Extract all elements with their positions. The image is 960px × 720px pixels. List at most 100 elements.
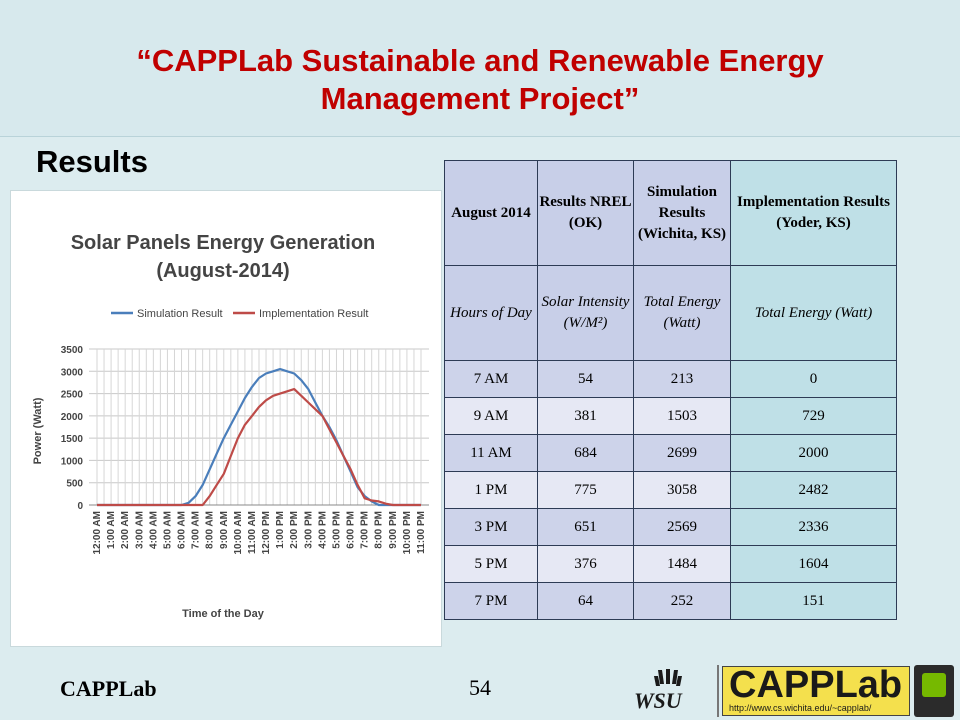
table-row: 7 PM 64 252 151 [444,582,897,620]
y-tick-label: 500 [66,479,83,490]
x-tick-label: 9:00 PM [388,511,399,549]
x-axis-label: Time of the Day [182,608,265,620]
table-cell: 3 PM [444,508,538,546]
x-tick-label: 10:00 PM [402,511,413,554]
table-cell: 729 [730,397,897,435]
table-cell: 11 AM [444,434,538,472]
header-cell: Simulation Results (Wichita, KS) [633,160,731,266]
table-cell: 2569 [633,508,731,546]
header-cell: Implementation Results (Yoder, KS) [730,160,897,266]
table-cell: 651 [537,508,634,546]
chart-gridlines [89,348,429,506]
y-tick-label: 1000 [61,456,84,467]
header-cell: August 2014 [444,160,538,266]
header-band [0,0,960,136]
table-cell: 775 [537,471,634,509]
x-tick-label: 1:00 PM [275,511,286,549]
table-cell: 376 [537,545,634,583]
x-tick-label: 3:00 AM [134,511,145,549]
table-cell: 3058 [633,471,731,509]
subheader-cell: Total Energy (Watt) [633,265,731,361]
x-tick-label: 2:00 PM [289,511,300,549]
table-cell: 54 [537,360,634,398]
table-row: 11 AM 684 2699 2000 [444,434,897,472]
table-row: 3 PM 651 2569 2336 [444,508,897,546]
table-cell: 2336 [730,508,897,546]
capplab-logo: CAPPLab http://www.cs.wichita.edu/~cappl… [722,664,910,716]
subheader-cell: Hours of Day [444,265,538,361]
x-tick-label: 3:00 PM [303,511,314,549]
y-tick-label: 3500 [61,345,84,356]
header-cell: Results NREL (OK) [537,160,634,266]
table-cell: 213 [633,360,731,398]
y-tick-label: 3000 [61,367,84,378]
chart-title: Solar Panels Energy Generation [71,232,376,254]
table-header-row: August 2014 Results NREL (OK) Simulation… [444,160,897,266]
results-table: August 2014 Results NREL (OK) Simulation… [444,160,897,620]
table-cell: 1604 [730,545,897,583]
chart-series [97,368,421,507]
page-number: 54 [469,675,491,700]
table-cell: 2482 [730,471,897,509]
table-subheader-row: Hours of Day Solar Intensity (W/M²) Tota… [444,265,897,361]
x-tick-label: 1:00 AM [106,511,117,549]
x-tick-label: 8:00 PM [374,511,385,549]
x-tick-label: 7:00 AM [191,511,202,549]
line-chart: Solar Panels Energy Generation (August-2… [32,232,429,620]
y-tick-label: 0 [77,501,83,512]
x-tick-label: 6:00 AM [177,511,188,549]
chart-panel: Solar Panels Energy Generation (August-2… [10,190,442,647]
x-tick-label: 7:00 PM [360,511,371,549]
nvidia-eye-icon [922,673,946,697]
x-tick-label: 4:00 PM [317,511,328,549]
x-tick-label: 12:00 AM [92,511,103,555]
x-tick-label: 12:00 PM [261,511,272,554]
y-tick-label: 2000 [61,412,84,423]
table-cell: 151 [730,582,897,620]
y-axis-ticks: 0 500 1000 1500 2000 2500 3000 3500 [61,345,84,512]
table-cell: 64 [537,582,634,620]
x-tick-label: 2:00 AM [120,511,131,549]
capplab-url: http://www.cs.wichita.edu/~capplab/ [729,703,872,713]
slide-title: “CAPPLab Sustainable and Renewable Energ… [136,43,824,116]
table-cell: 7 PM [444,582,538,620]
x-tick-label: 5:00 AM [162,511,173,549]
table-cell: 1484 [633,545,731,583]
x-tick-label: 8:00 AM [205,511,216,549]
table-row: 7 AM 54 213 0 [444,360,897,398]
nvidia-badge-icon [914,665,954,717]
y-tick-label: 1500 [61,434,84,445]
capplab-logo-text: CAPPLab [729,664,903,706]
legend-label: Implementation Result [259,308,368,320]
x-axis-ticks: 12:00 AM 1:00 AM 2:00 AM 3:00 AM 4:00 AM 5:00… [92,511,427,555]
table-cell: 252 [633,582,731,620]
x-tick-label: 9:00 AM [219,511,230,549]
table-cell: 2699 [633,434,731,472]
section-heading: Results [36,144,148,179]
table-cell: 381 [537,397,634,435]
y-axis-label: Power (Watt) [32,397,44,464]
table-cell: 9 AM [444,397,538,435]
wsu-logo-text: WSU [634,688,683,712]
table-row: 5 PM 376 1484 1604 [444,545,897,583]
logo-divider [717,665,719,717]
table-cell: 1503 [633,397,731,435]
subheader-cell: Total Energy (Watt) [730,265,897,361]
header-divider [0,136,960,137]
implementation-result-line [97,388,421,507]
subheader-cell: Solar Intensity (W/M²) [537,265,634,361]
x-tick-label: 11:00 PM [416,511,427,554]
y-tick-label: 2500 [61,390,84,401]
table-cell: 1 PM [444,471,538,509]
table-row: 9 AM 381 1503 729 [444,397,897,435]
footer-lab-name: CAPPLab [60,676,157,701]
table-cell: 0 [730,360,897,398]
legend-label: Simulation Result [137,308,223,320]
wsu-logo: WSU [634,669,683,712]
x-tick-label: 4:00 AM [148,511,159,549]
x-tick-label: 10:00 AM [233,511,244,555]
table-cell: 7 AM [444,360,538,398]
x-tick-label: 6:00 PM [346,511,357,549]
x-tick-label: 11:00 AM [247,511,258,554]
x-tick-label: 5:00 PM [331,511,342,549]
